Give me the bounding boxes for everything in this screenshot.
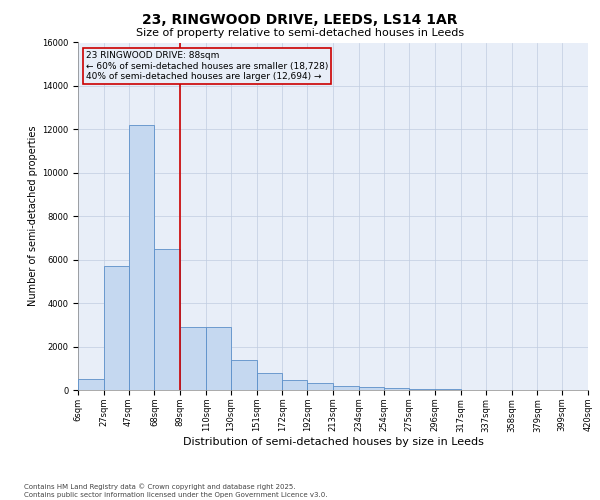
Text: Size of property relative to semi-detached houses in Leeds: Size of property relative to semi-detach… xyxy=(136,28,464,38)
Bar xyxy=(154,249,180,390)
X-axis label: Distribution of semi-detached houses by size in Leeds: Distribution of semi-detached houses by … xyxy=(182,437,484,447)
Bar xyxy=(383,388,409,390)
Y-axis label: Number of semi-detached properties: Number of semi-detached properties xyxy=(28,126,38,306)
Text: 23, RINGWOOD DRIVE, LEEDS, LS14 1AR: 23, RINGWOOD DRIVE, LEEDS, LS14 1AR xyxy=(142,12,458,26)
Bar xyxy=(283,380,307,390)
Bar xyxy=(104,266,128,390)
Bar xyxy=(333,386,359,390)
Text: 23 RINGWOOD DRIVE: 88sqm
← 60% of semi-detached houses are smaller (18,728)
40% : 23 RINGWOOD DRIVE: 88sqm ← 60% of semi-d… xyxy=(86,51,328,81)
Bar xyxy=(359,388,383,390)
Bar xyxy=(128,125,154,390)
Text: Contains HM Land Registry data © Crown copyright and database right 2025.
Contai: Contains HM Land Registry data © Crown c… xyxy=(24,484,328,498)
Bar xyxy=(257,372,283,390)
Bar xyxy=(409,389,435,390)
Bar xyxy=(78,379,104,390)
Bar xyxy=(180,327,206,390)
Bar xyxy=(307,384,333,390)
Bar xyxy=(231,360,257,390)
Bar xyxy=(206,327,231,390)
